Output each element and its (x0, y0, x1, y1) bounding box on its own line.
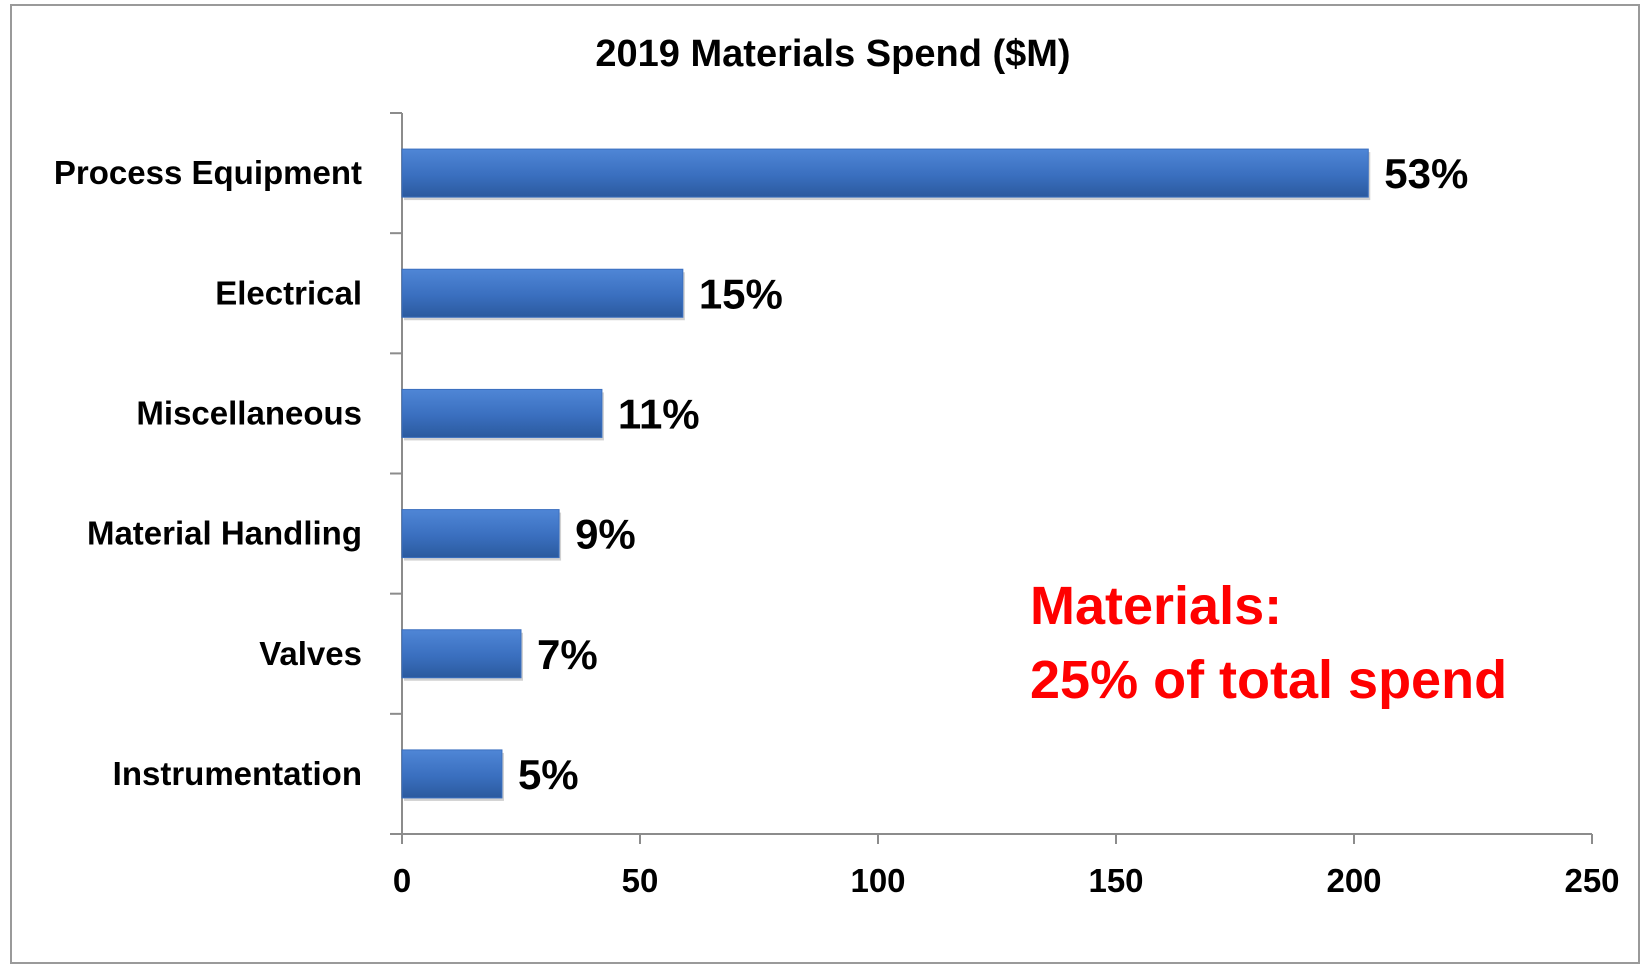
x-tick-labels: 0 50 100 150 200 250 (393, 862, 1620, 899)
bar-miscellaneous (401, 388, 603, 438)
x-tick-label: 150 (1088, 862, 1143, 899)
axes (390, 112, 1593, 844)
bar-chart: 2019 Materials Spend ($M) Process Equipm… (54, 33, 1620, 899)
data-label: 11% (618, 390, 700, 437)
bar-instrumentation (401, 749, 503, 799)
x-tick-label: 100 (850, 862, 905, 899)
bars (401, 148, 1371, 801)
category-label: Instrumentation (113, 755, 362, 792)
data-label: 15% (699, 270, 783, 317)
x-tick-label: 0 (393, 862, 411, 899)
data-label: 9% (575, 511, 636, 558)
x-tick-label: 50 (622, 862, 659, 899)
category-label: Electrical (215, 274, 362, 311)
bar-valves (401, 629, 522, 679)
bar-material-handling (401, 509, 560, 559)
category-label: Material Handling (87, 515, 362, 552)
data-label: 53% (1384, 150, 1468, 197)
bar-electrical (401, 268, 684, 318)
data-label: 7% (537, 631, 598, 678)
annotation-line-2: 25% of total spend (1030, 650, 1507, 710)
category-labels: Process Equipment Electrical Miscellaneous… (54, 154, 362, 792)
category-label: Process Equipment (54, 154, 362, 191)
data-labels: 53% 15% 11% 9% 7% 5% (518, 150, 1468, 798)
annotation-line-1: Materials: (1030, 576, 1282, 636)
category-label: Valves (259, 635, 362, 672)
x-tick-label: 200 (1326, 862, 1381, 899)
x-tick-label: 250 (1564, 862, 1619, 899)
category-label: Miscellaneous (136, 394, 362, 431)
chart-title: 2019 Materials Spend ($M) (595, 33, 1070, 75)
data-label: 5% (518, 751, 579, 798)
annotation: Materials: 25% of total spend (1030, 576, 1507, 710)
bar-process-equipment (401, 148, 1369, 198)
